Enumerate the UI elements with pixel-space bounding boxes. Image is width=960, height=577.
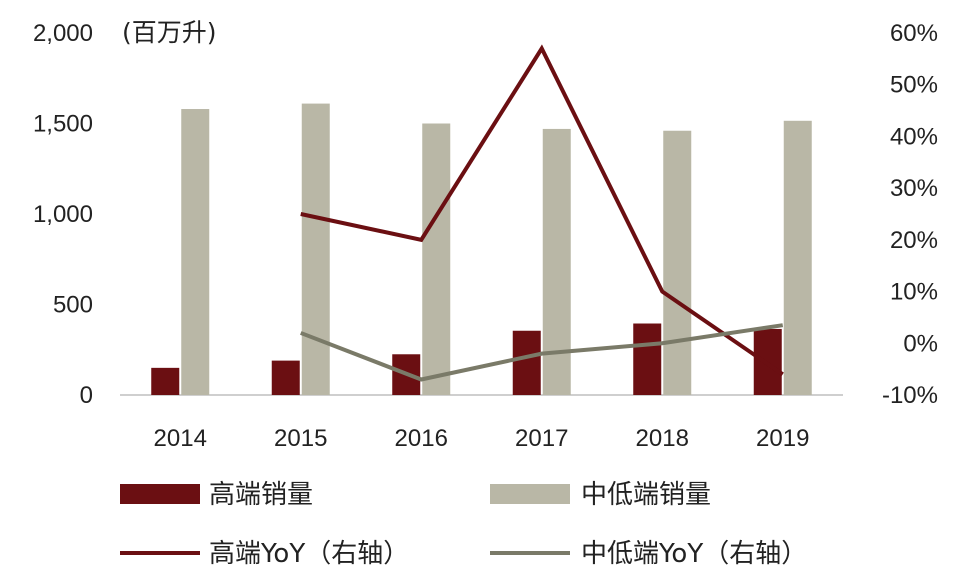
- right-tick-label: 0%: [903, 330, 938, 357]
- x-tick-label: 2015: [274, 425, 327, 452]
- bar-mid-low-volume: [663, 130, 692, 396]
- right-tick-label: 30%: [890, 175, 938, 202]
- left-tick-label: 0: [80, 382, 93, 409]
- x-axis: 2014 2015 2016 2017 2018 2019: [154, 425, 810, 452]
- x-tick-label: 2016: [395, 425, 448, 452]
- right-tick-label: 20%: [890, 227, 938, 254]
- right-axis: -10% 0% 10% 20% 30% 40% 50% 60%: [882, 20, 938, 409]
- line-mid-low-yoy: [300, 323, 784, 382]
- right-tick-label: -10%: [882, 382, 938, 409]
- left-tick-label: 1,000: [33, 201, 93, 228]
- legend: 高端销量 中低端销量 高端YoY（右轴） 中低端YoY（右轴）: [120, 480, 807, 569]
- right-tick-label: 50%: [890, 72, 938, 99]
- right-tick-label: 60%: [890, 20, 938, 47]
- left-axis-unit: (百万升): [122, 18, 217, 47]
- left-tick-label: 1,500: [33, 111, 93, 138]
- left-axis: 0 500 1,000 1,500 2,000: [33, 20, 93, 409]
- bar-mid-low-volume: [783, 120, 812, 395]
- legend-label-high-end-volume: 高端销量: [209, 480, 313, 510]
- legend-label-mid-low-yoy: 中低端YoY（右轴）: [581, 539, 807, 569]
- right-tick-label: 10%: [890, 279, 938, 306]
- legend-label-high-end-yoy: 高端YoY（右轴）: [209, 539, 409, 569]
- bar-high-end-volume: [151, 367, 180, 395]
- left-tick-label: 500: [53, 292, 93, 319]
- x-tick-label: 2018: [636, 425, 689, 452]
- bar-mid-low-volume: [181, 109, 210, 396]
- bar-high-end-volume: [512, 330, 541, 395]
- bar-series: [151, 103, 812, 396]
- line-series: [300, 44, 784, 382]
- bar-mid-low-volume: [422, 123, 451, 395]
- x-tick-label: 2019: [756, 425, 809, 452]
- legend-swatch-mid-low-volume: [490, 484, 570, 504]
- left-tick-label: 2,000: [33, 20, 93, 47]
- line-high-end-yoy: [300, 44, 784, 376]
- legend-swatch-high-end-volume: [120, 484, 200, 504]
- bar-high-end-volume: [271, 360, 300, 395]
- bar-high-end-volume: [633, 323, 662, 395]
- x-tick-label: 2017: [515, 425, 568, 452]
- legend-label-mid-low-volume: 中低端销量: [581, 480, 711, 510]
- right-tick-label: 40%: [890, 123, 938, 150]
- bar-mid-low-volume: [301, 103, 330, 395]
- x-tick-label: 2014: [154, 425, 207, 452]
